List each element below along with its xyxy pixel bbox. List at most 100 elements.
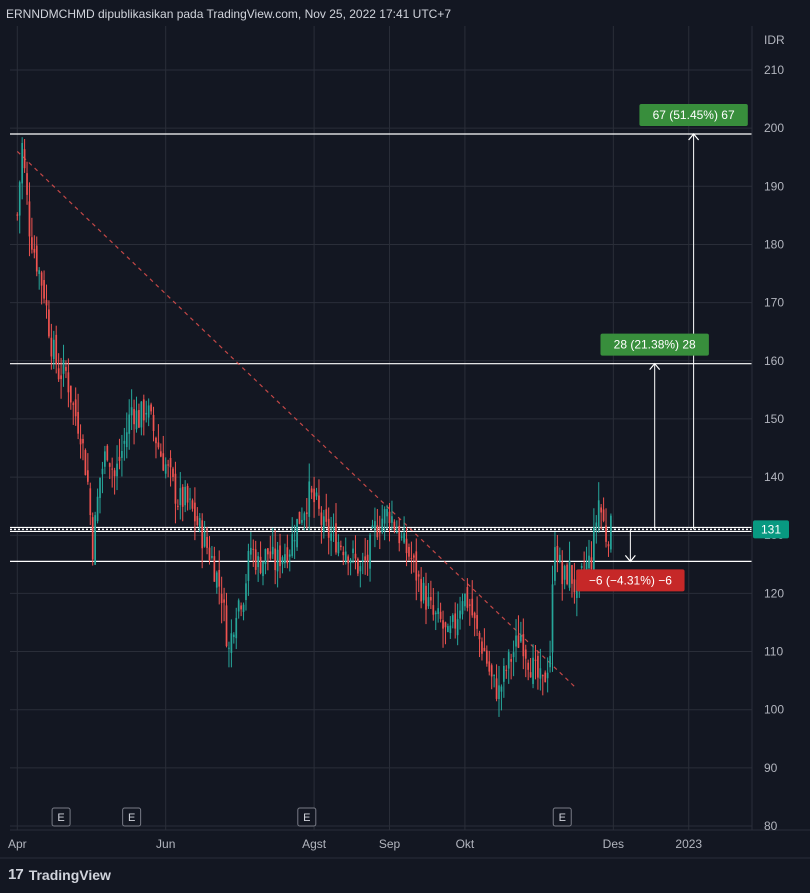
measurements[interactable]: 67 (51.45%) 67 28 (21.38%) 28 −6 (−4.31%) … [576,103,748,592]
candle-body [142,399,145,421]
candle-body [274,548,277,571]
candle-body [541,675,544,677]
candle-body [352,548,354,554]
candle-body [23,149,26,169]
candle-body [449,625,452,634]
candle-body [94,515,96,565]
candle-body [21,142,24,184]
y-tick-label: 110 [764,645,783,659]
candle-body [257,556,259,568]
candle-body [296,519,298,548]
current-price-label: 131 [761,522,781,536]
candle-body [510,659,513,662]
candle-body [430,597,432,601]
candle-body [77,412,79,434]
candle-body [344,551,347,561]
candle-body [237,600,240,612]
candle-body [600,507,603,513]
candle-body [147,405,150,418]
candle-body [459,610,461,619]
candle-body [512,652,515,658]
candle-body [378,532,381,534]
candle-body [332,527,335,530]
candle-body [364,556,367,561]
candle-body [410,557,413,559]
candle-body [412,555,415,558]
candle-body [593,527,595,574]
candle-body [468,604,471,606]
candle-body [50,337,53,357]
candle-body [220,593,223,604]
candle-body [247,551,250,581]
candle-body [483,647,486,652]
candle-body [602,509,605,521]
y-tick-label: 160 [764,354,784,368]
candle-body [242,604,245,612]
candle-body [271,546,274,555]
candle-body [539,668,542,679]
candle-body [573,579,576,593]
candle-body [391,516,393,523]
candle-body [262,561,264,577]
horizontal-levels[interactable] [10,133,752,563]
candle-body [590,557,593,570]
y-tick-label: 100 [764,703,784,717]
candle-body [172,468,174,478]
candle-body [118,456,121,461]
candle-body [315,492,318,497]
candle-body [65,366,67,371]
candle-body [288,554,291,557]
candle-body [325,509,328,522]
candle-body [439,611,442,619]
candle-body [57,368,60,380]
candle-body [549,655,551,668]
candle-body [82,439,84,444]
candle-body [398,525,401,544]
candle-body [67,372,70,393]
candle-body [493,674,495,676]
candle-body [534,659,537,661]
candle-body [571,565,573,584]
candle-body [128,414,131,434]
candle-body [376,525,379,538]
y-tick-label: 150 [764,412,784,426]
candle-body [371,525,374,528]
candle-body [340,545,342,548]
candle-body [33,248,36,253]
candle-body [106,445,109,461]
candle-body [563,566,566,580]
candle-body [610,515,612,550]
candle-body [520,635,522,642]
candle-body [84,450,87,476]
candle-body [254,549,257,570]
candle-body [38,270,41,274]
earnings-marker [297,807,317,827]
candle-body [167,464,169,466]
candle-body [476,615,478,629]
tradingview-brand[interactable]: 17 TradingView [8,866,111,883]
candle-body [456,619,459,636]
candle-body [138,410,140,428]
candle-body [588,555,590,569]
candle-body [86,470,89,482]
candle-body [495,678,498,699]
candle-body [305,512,308,515]
candle-body [240,605,242,610]
axes: 2102001901801701601501401301201101009080… [0,26,810,859]
candle-body [503,665,505,682]
candle-body [235,617,238,639]
candle-body [515,635,517,647]
x-tick-label: Des [603,837,624,851]
candle-body [245,583,247,601]
candle-body [485,650,488,664]
candle-body [218,569,221,587]
candle-body [140,401,143,428]
trend-layer[interactable] [16,150,575,687]
candle-body [500,686,503,692]
candle-body [320,512,323,525]
x-tick-label: Sep [379,837,401,851]
candle-body [123,440,126,444]
candle-body [26,173,28,195]
